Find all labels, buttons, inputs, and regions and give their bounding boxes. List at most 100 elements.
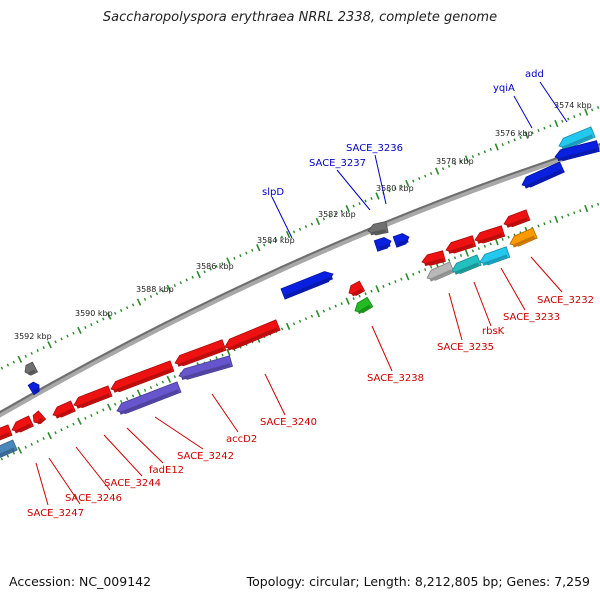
outer-tick [60, 337, 63, 341]
inner-tick [394, 280, 397, 284]
ruler-label-3590: 3590 kbp [75, 309, 113, 318]
inner-tick [501, 237, 504, 241]
gene-arrow-shade [351, 288, 363, 297]
inner-tick [60, 428, 63, 432]
outer-tick [405, 179, 410, 188]
gene-label-SACE_3232: SACE_3232 [537, 295, 594, 306]
outer-tick [352, 204, 355, 208]
gene-arrow-shade [0, 447, 16, 457]
inner-tick [54, 431, 57, 435]
inner-tick [489, 242, 492, 246]
outer-tick [269, 240, 272, 244]
gene-arrow-shade [524, 169, 563, 189]
inner-tick [424, 268, 427, 272]
outer-tick [471, 155, 475, 159]
outer-tick [418, 177, 421, 180]
outer-tick [561, 119, 564, 123]
inner-tick [430, 265, 433, 269]
outer-tick [483, 150, 486, 154]
outer-tick [96, 320, 99, 324]
outer-tick [106, 312, 112, 320]
inner-tick [84, 416, 87, 420]
outer-tick [149, 295, 153, 299]
inner-tick [24, 445, 27, 449]
gene-arrow-shade [557, 148, 598, 162]
inner-tick [149, 386, 153, 390]
gene-arrow-shade [119, 389, 179, 415]
gene-arrow-shade [561, 134, 593, 150]
outer-tick [447, 164, 451, 168]
gene-arrow-shade [357, 304, 371, 315]
gene-arrow-shade [454, 262, 479, 275]
outer-tick [143, 297, 147, 301]
outer-tick [203, 270, 206, 274]
outer-tick [30, 351, 33, 355]
outer-tick [251, 248, 254, 252]
outer-tick [66, 334, 69, 338]
outer-tick [501, 143, 504, 147]
inner-tick [352, 297, 355, 301]
inner-tick [549, 220, 552, 224]
outer-tick [543, 126, 546, 130]
outer-tick [54, 340, 57, 344]
outer-tick [596, 106, 600, 109]
gene-label-SACE_3236: SACE_3236 [346, 143, 403, 154]
outer-tick [292, 230, 296, 234]
inner-tick [280, 327, 284, 331]
inner-tick [96, 411, 99, 415]
inner-tick [173, 375, 176, 379]
outer-tick [531, 131, 534, 135]
outer-tick [310, 222, 314, 226]
outer-tick [42, 346, 45, 350]
inner-tick [125, 397, 129, 401]
inner-tick [405, 273, 410, 281]
gene-label-SACE_3238: SACE_3238 [367, 373, 424, 384]
gene-arrow-shade [27, 369, 36, 376]
outer-tick [388, 189, 391, 193]
outer-tick [537, 129, 540, 132]
inner-tick [412, 272, 415, 276]
outer-tick [328, 214, 331, 218]
outer-tick [191, 275, 194, 279]
inner-tick [226, 348, 231, 357]
inner-tick [155, 383, 159, 387]
gene-arrow-shade [177, 347, 224, 367]
ruler-label-3578: 3578 kbp [436, 157, 474, 166]
outer-tick [274, 238, 278, 242]
outer-tick [453, 162, 457, 166]
genome-stats-footer: Topology: circular; Length: 8,212,805 bp… [246, 574, 590, 589]
gene-arrow [224, 319, 281, 350]
inner-tick [561, 215, 564, 219]
inner-tick [375, 285, 380, 293]
outer-tick [477, 152, 480, 156]
ruler-label-3582: 3582 kbp [318, 210, 356, 219]
inner-tick [591, 204, 594, 208]
gene-arrow-shade [113, 368, 172, 393]
outer-tick [370, 197, 373, 200]
outer-tick [72, 331, 75, 335]
inner-tick [119, 399, 123, 403]
outer-tick [245, 251, 248, 255]
inner-tick [77, 417, 82, 425]
outer-tick [375, 192, 380, 200]
outer-tick [209, 267, 212, 271]
inner-tick [30, 442, 33, 446]
inner-tick [292, 322, 296, 326]
gene-arrow-shade [512, 235, 536, 248]
outer-tick [166, 284, 172, 292]
inner-tick [573, 211, 576, 215]
inner-tick [388, 282, 391, 286]
gene-label-add: add [525, 69, 544, 80]
gene-arrow-shade [36, 417, 44, 425]
inner-tick [370, 289, 373, 293]
gene-arrow-shade [76, 393, 110, 409]
outer-tick [584, 108, 589, 116]
inner-tick [47, 432, 52, 440]
inner-tick [17, 446, 23, 454]
outer-tick [573, 115, 576, 119]
genome-backbone [0, 143, 600, 418]
gene-label-fadE12: fadE12 [149, 465, 184, 476]
gene-label-yqiA: yqiA [493, 83, 515, 94]
outer-tick [77, 326, 82, 334]
